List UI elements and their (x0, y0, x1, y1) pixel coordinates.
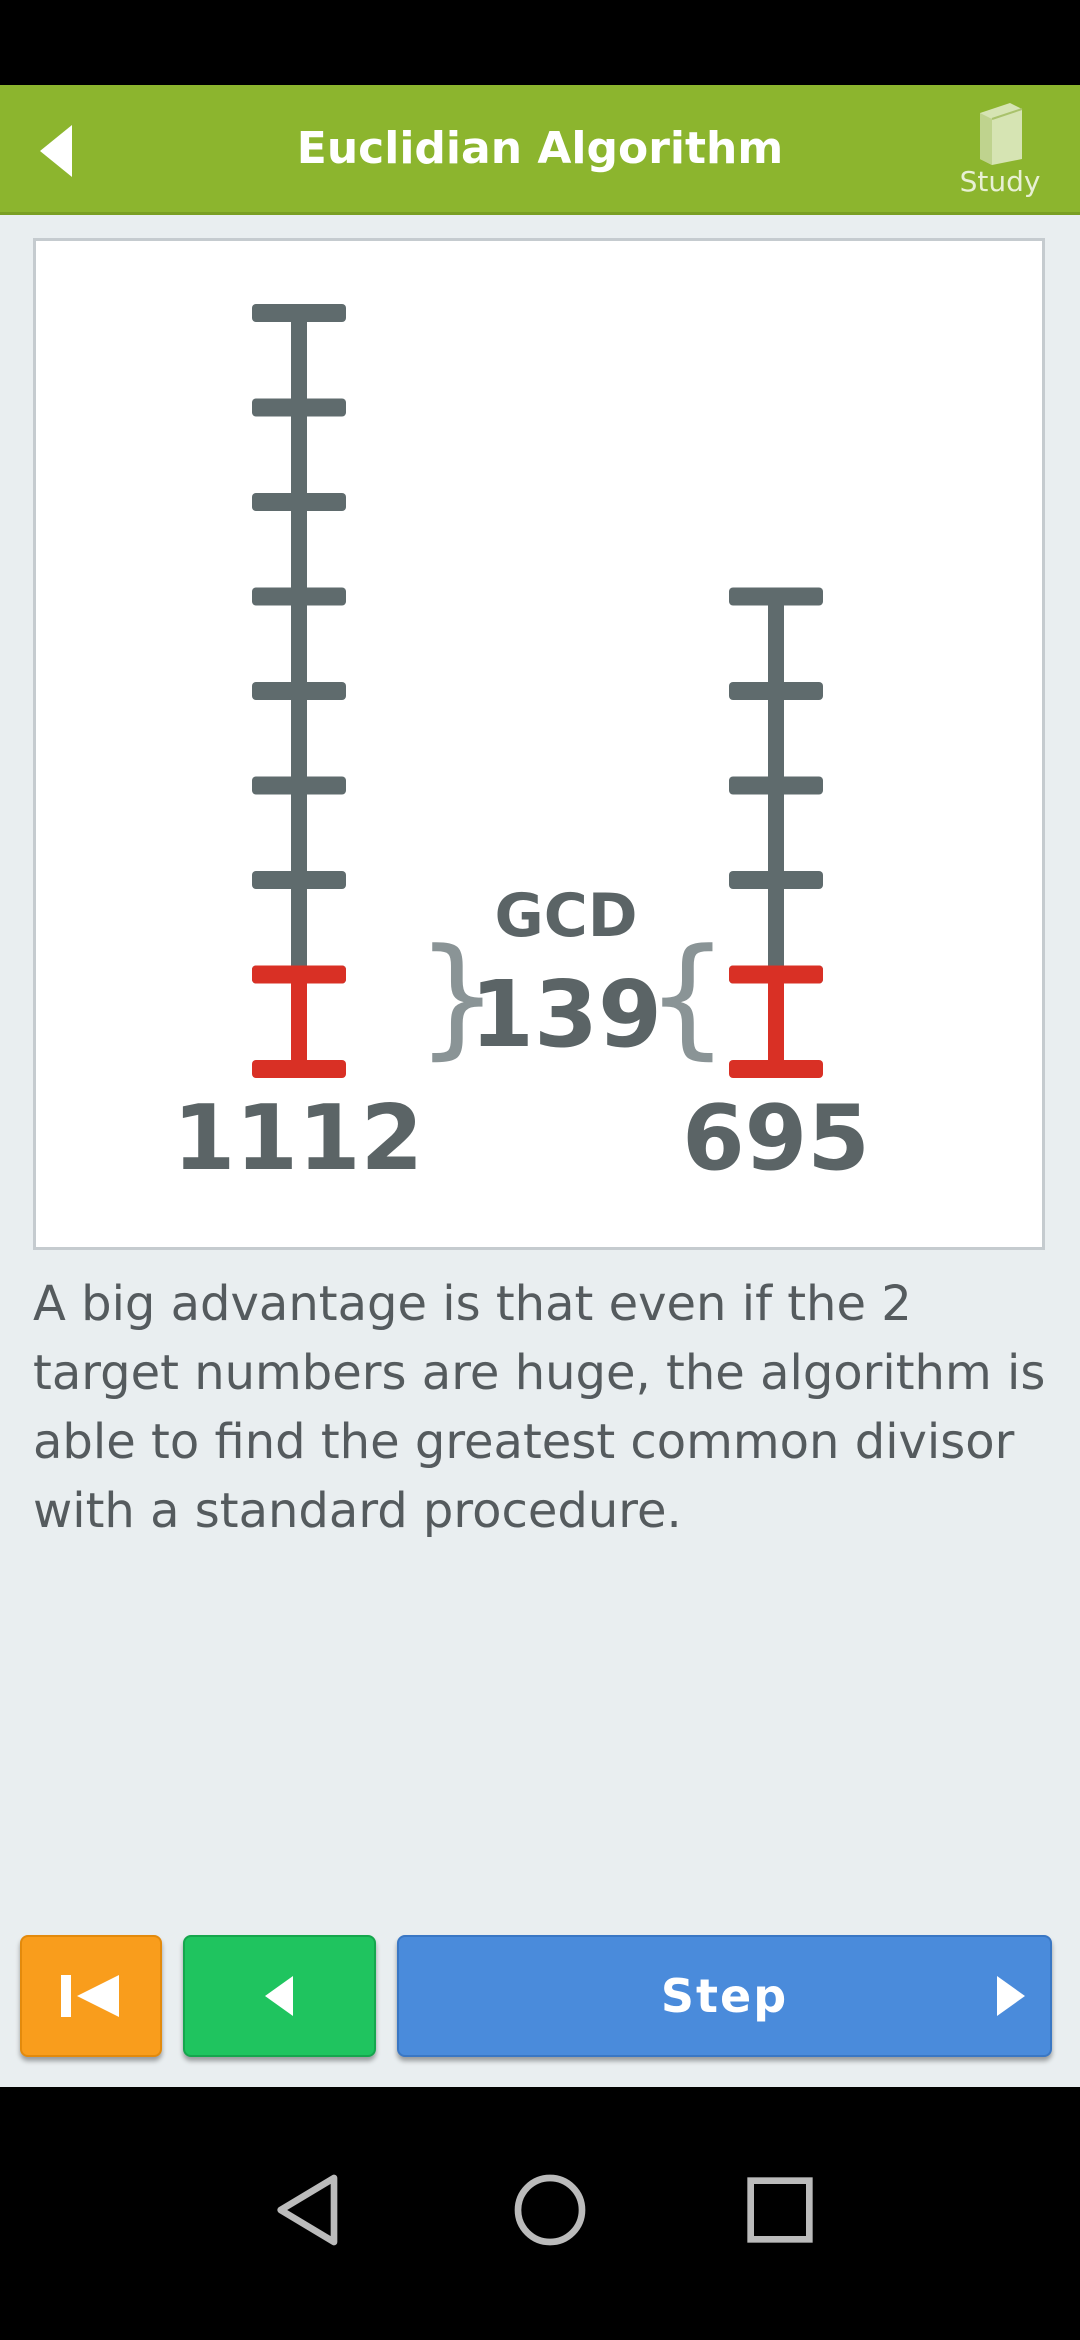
right-bar-tick (729, 776, 823, 795)
skip-to-start-icon (61, 1975, 119, 2017)
step-button[interactable]: Step (397, 1935, 1052, 2057)
content-area: } { GCD 139 1112 695 A big advantage is … (0, 215, 1080, 2087)
nav-home-icon[interactable] (510, 2170, 590, 2250)
left-bar-gcd-tick (252, 965, 346, 984)
previous-step-button[interactable] (183, 1935, 376, 2057)
diagram-panel: } { GCD 139 1112 695 (33, 238, 1045, 1250)
back-button[interactable] (28, 105, 112, 195)
arrow-left-icon (265, 1976, 293, 2016)
right-brace: { (646, 920, 729, 1072)
right-bar-tick (729, 871, 823, 889)
right-bar-tick (729, 682, 823, 700)
left-bar-tick (252, 493, 346, 511)
left-bar-tick (252, 398, 346, 417)
left-bar-tick (252, 682, 346, 700)
back-arrow-icon (40, 125, 72, 177)
nav-back-icon[interactable] (270, 2170, 350, 2250)
left-bar-tick (252, 587, 346, 606)
arrow-right-icon (997, 1976, 1025, 2016)
right-number: 695 (682, 1086, 870, 1191)
gcd-value: 139 (469, 961, 663, 1068)
right-bar-gcd-tick (729, 965, 823, 984)
control-bar: Step (0, 1935, 1080, 2065)
page-title: Euclidian Algorithm (296, 123, 784, 174)
gcd-label: GCD (494, 881, 638, 951)
left-brace: } (416, 920, 499, 1072)
system-nav-bar (0, 2087, 1080, 2340)
left-bar-stem (291, 313, 307, 975)
study-button[interactable]: Study (940, 103, 1060, 203)
study-label: Study (959, 165, 1041, 198)
status-bar (0, 0, 1080, 85)
left-bar-tick (252, 871, 346, 889)
step-label: Step (660, 1969, 789, 2023)
left-bar-tick (252, 776, 346, 795)
app-bar: Euclidian Algorithm Study (0, 85, 1080, 215)
left-bar-tick (252, 304, 346, 322)
left-bar-gcd-tick (252, 1060, 346, 1078)
book-icon (980, 103, 1023, 165)
segment-diagram: } { (252, 304, 823, 1078)
left-segment-bar (252, 304, 346, 1078)
description-text: A big advantage is that even if the 2 ta… (33, 1276, 1046, 1539)
nav-recents-icon[interactable] (740, 2170, 820, 2250)
right-segment-bar (729, 587, 823, 1078)
right-bar-tick (729, 587, 823, 606)
left-bar-gcd-segment (291, 974, 307, 1069)
left-number: 1112 (172, 1086, 424, 1191)
right-bar-gcd-segment (768, 974, 784, 1069)
right-bar-gcd-tick (729, 1060, 823, 1078)
reset-button[interactable] (20, 1935, 162, 2057)
